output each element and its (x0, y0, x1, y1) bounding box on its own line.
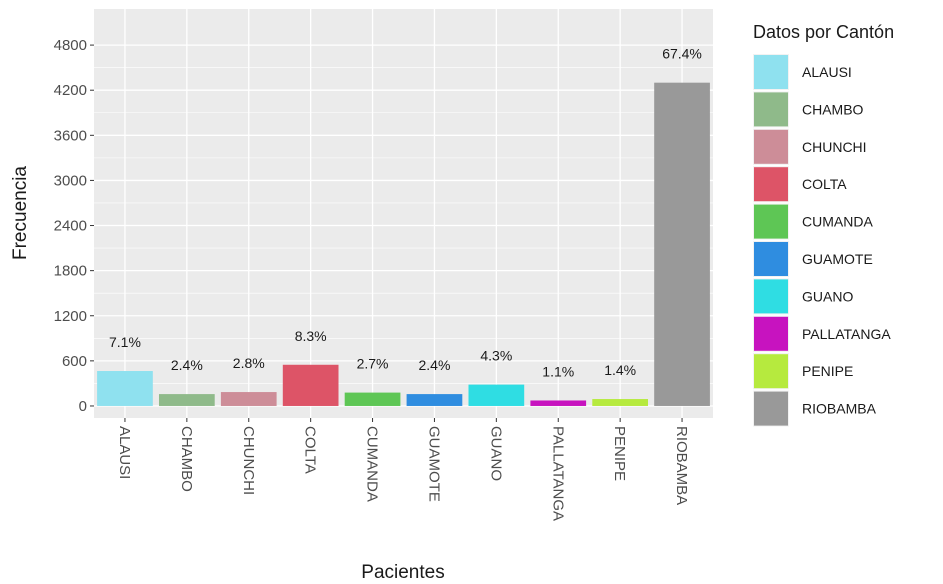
y-tick-label: 1200 (54, 308, 87, 325)
legend-label: CUMANDA (802, 214, 873, 230)
legend-label: GUANO (802, 288, 853, 304)
legend-swatch (754, 354, 788, 389)
legend-label: PALLATANGA (802, 326, 891, 342)
data-label: 1.4% (604, 362, 636, 378)
bar-guamote (406, 394, 463, 406)
x-axis-title: Pacientes (361, 562, 444, 583)
x-tick-label: GUAMOTE (425, 426, 442, 502)
y-tick-label: 600 (62, 353, 87, 370)
bar-penipe (592, 399, 649, 406)
x-tick-label: GUANO (487, 426, 504, 481)
y-tick-label: 1800 (54, 263, 87, 280)
x-tick-label: PALLATANGA (549, 426, 566, 521)
legend-swatch (754, 55, 788, 89)
data-label: 7.1% (109, 334, 141, 350)
legend-swatch (754, 167, 788, 202)
bar-colta (282, 364, 339, 406)
x-axis-ticks: ALAUSI CHAMBO CHUNCHI COLTA CUMANDA GUAMOTE GU… (116, 418, 690, 521)
legend-items: ALAUSI CHAMBO CHUNCHI COLTA CUMANDA GUAMOTE GU… (753, 54, 891, 427)
y-tick-label: 3000 (54, 172, 87, 189)
legend-swatch (754, 242, 788, 276)
y-axis-title: Frecuencia (10, 166, 31, 260)
data-label: 2.7% (357, 356, 389, 372)
legend-swatch (754, 279, 788, 314)
data-label: 8.3% (295, 328, 327, 344)
bar-chunchi (220, 392, 277, 406)
y-tick-label: 2400 (54, 218, 87, 235)
grid-minor (94, 67, 713, 384)
data-label: 2.4% (171, 357, 203, 373)
bar-pallatanga (530, 400, 587, 406)
legend-swatch (754, 391, 788, 426)
data-label: 2.4% (418, 357, 450, 373)
bar-alausi (97, 371, 153, 406)
legend-label: RIOBAMBA (802, 401, 877, 417)
legend-swatch (754, 204, 788, 239)
y-axis-ticks: 0 600 1200 1800 2400 3000 3600 4200 4800 (54, 37, 94, 415)
data-labels: 7.1% 2.4% 2.8% 8.3% 2.7% 2.4% 4.3% 1.1% 1.4% 67.4… (109, 46, 702, 380)
bars (97, 82, 710, 406)
x-tick-label: RIOBAMBA (673, 426, 690, 505)
legend-title: Datos por Cantón (753, 22, 894, 42)
data-label: 1.1% (542, 363, 574, 379)
legend-swatch (754, 316, 788, 351)
x-tick-label: ALAUSI (116, 426, 133, 479)
y-tick-label: 0 (79, 398, 87, 415)
legend-label: PENIPE (802, 363, 853, 379)
data-label: 4.3% (480, 348, 512, 364)
bar-riobamba (654, 82, 710, 406)
x-tick-label: COLTA (302, 426, 319, 474)
legend-label: CHUNCHI (802, 139, 867, 155)
legend: Datos por Cantón ALAUSI CHAMBO CHUNCHI COLT… (753, 22, 894, 427)
x-tick-label: PENIPE (611, 426, 628, 481)
data-label: 2.8% (233, 355, 265, 371)
legend-label: COLTA (802, 176, 847, 192)
legend-label: CHAMBO (802, 101, 864, 117)
legend-swatch (754, 92, 788, 127)
y-tick-label: 4200 (54, 82, 87, 99)
x-tick-label: CUMANDA (364, 426, 381, 502)
plot-panel (94, 9, 713, 418)
legend-label: ALAUSI (802, 64, 852, 80)
bar-chambo (158, 394, 215, 406)
bar-guano (468, 384, 525, 406)
data-label: 67.4% (662, 46, 702, 62)
legend-swatch (754, 129, 788, 164)
legend-label: GUAMOTE (802, 251, 873, 267)
x-tick-label: CHUNCHI (240, 426, 257, 495)
x-tick-label: CHAMBO (178, 426, 195, 492)
y-tick-label: 4800 (54, 37, 87, 54)
y-tick-label: 3600 (54, 127, 87, 144)
bar-cumanda (344, 392, 401, 406)
